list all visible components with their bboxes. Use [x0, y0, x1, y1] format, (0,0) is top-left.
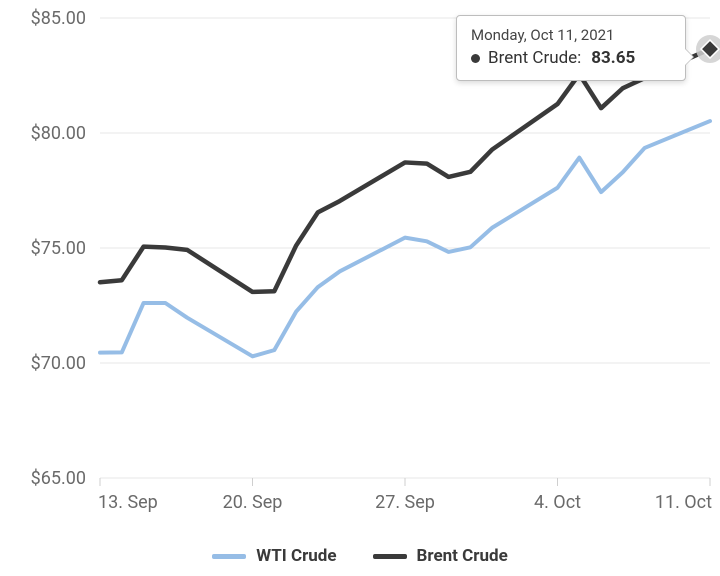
chart-tooltip: Monday, Oct 11, 2021 Brent Crude: 83.65	[456, 15, 686, 81]
svg-text:13. Sep: 13. Sep	[98, 492, 158, 513]
tooltip-value: 83.65	[591, 48, 635, 68]
svg-text:11. Oct: 11. Oct	[655, 492, 712, 513]
chart-legend: WTI Crude Brent Crude	[0, 544, 720, 567]
tooltip-series-dot-icon	[471, 54, 480, 63]
legend-label: Brent Crude	[417, 546, 508, 566]
svg-text:$80.00: $80.00	[31, 123, 86, 144]
oil-price-chart: $65.00 $70.00 $75.00 $80.00 $85.00 13. Sep 20.…	[0, 0, 720, 576]
chart-svg[interactable]: $65.00 $70.00 $75.00 $80.00 $85.00 13. Sep 20.…	[0, 0, 720, 576]
legend-item-brent[interactable]: Brent Crude	[373, 546, 508, 566]
tooltip-arrow-icon	[685, 48, 694, 66]
legend-label: WTI Crude	[256, 546, 336, 566]
legend-swatch-icon	[212, 554, 246, 559]
svg-text:$75.00: $75.00	[31, 238, 86, 259]
svg-text:$85.00: $85.00	[31, 8, 86, 29]
svg-text:27. Sep: 27. Sep	[375, 492, 435, 513]
legend-swatch-icon	[373, 554, 407, 559]
svg-text:$70.00: $70.00	[31, 353, 86, 374]
svg-text:4. Oct: 4. Oct	[534, 492, 581, 513]
tooltip-row: Brent Crude: 83.65	[471, 48, 671, 68]
svg-text:$65.00: $65.00	[31, 468, 86, 489]
tooltip-date: Monday, Oct 11, 2021	[471, 26, 671, 44]
svg-text:20. Sep: 20. Sep	[223, 492, 283, 513]
legend-item-wti[interactable]: WTI Crude	[212, 546, 336, 566]
tooltip-series-label: Brent Crude:	[488, 48, 581, 68]
